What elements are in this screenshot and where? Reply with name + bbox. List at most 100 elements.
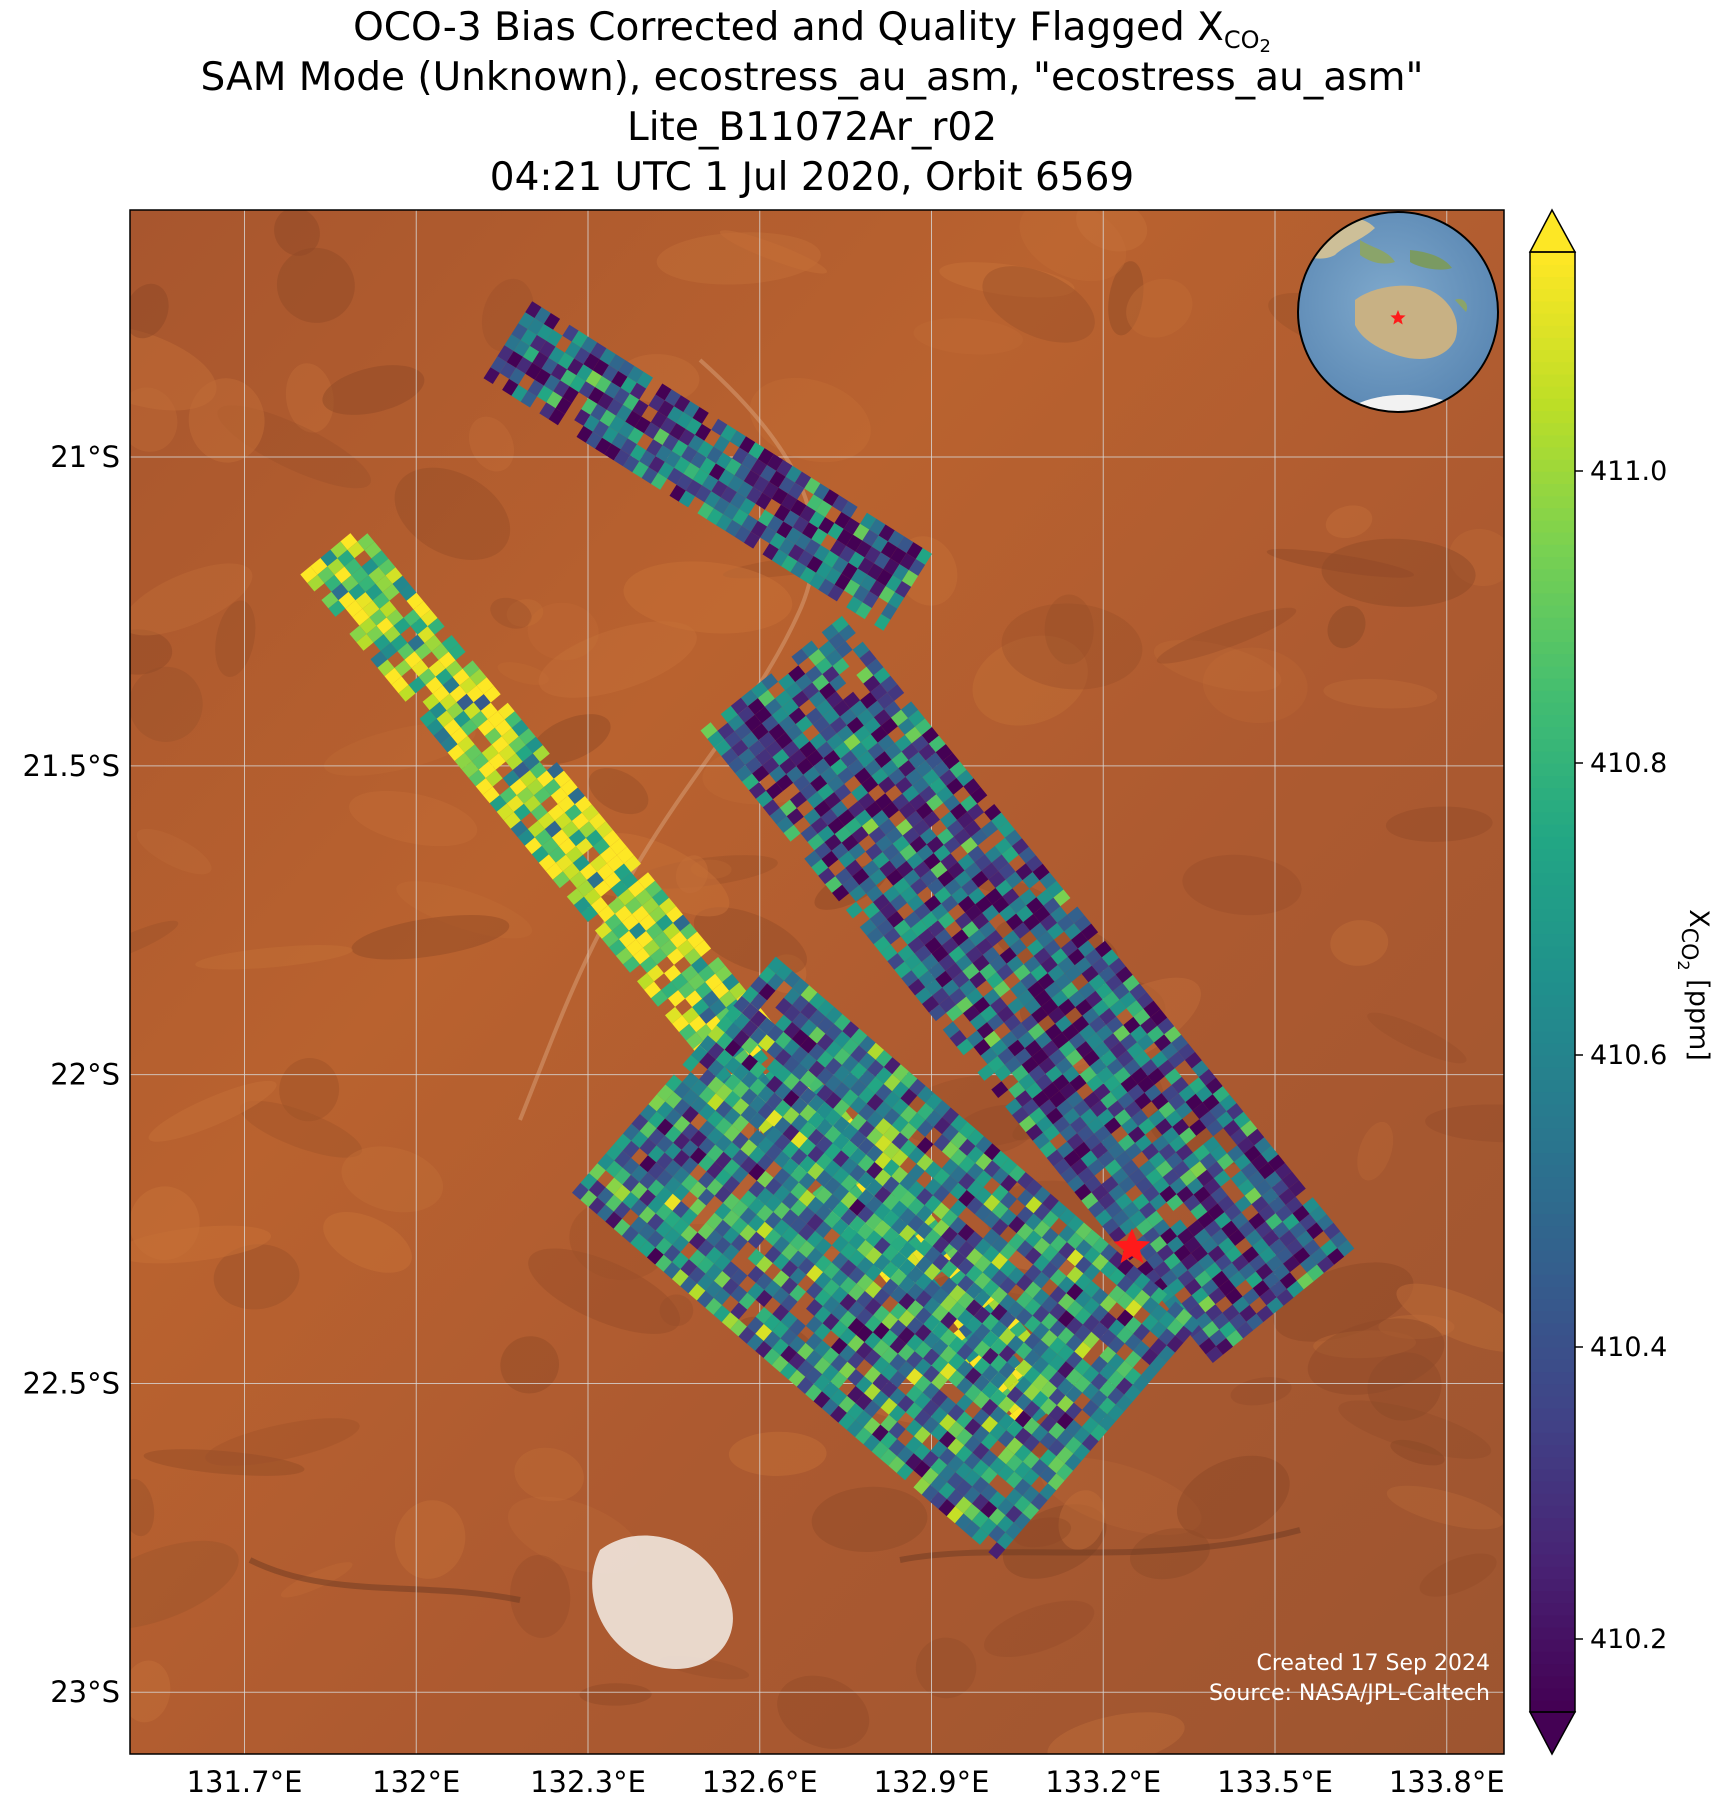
sounding-cell <box>1151 1093 1169 1110</box>
sounding-cell <box>875 835 893 852</box>
sounding-cell <box>984 846 1002 863</box>
sounding-cell <box>680 1225 698 1243</box>
sounding-cell <box>355 592 373 609</box>
sounding-cell <box>614 905 632 923</box>
sounding-cell <box>1330 1231 1348 1249</box>
sounding-cell <box>1217 1195 1235 1213</box>
sounding-cell <box>813 1374 831 1392</box>
sounding-cell <box>1193 1186 1211 1204</box>
sounding-cell <box>873 1237 891 1255</box>
sounding-cell <box>1268 1196 1286 1214</box>
sounding-cell <box>799 1138 816 1156</box>
sounding-cell <box>786 766 804 783</box>
colorbar-segment <box>1530 1274 1575 1287</box>
sounding-cell <box>682 1089 699 1106</box>
sounding-cell <box>646 1247 664 1265</box>
sounding-cell <box>965 946 983 964</box>
sounding-cell <box>974 1204 992 1222</box>
sounding-cell <box>883 885 901 903</box>
sounding-cell <box>1019 1115 1036 1133</box>
sounding-cell <box>800 783 818 800</box>
sounding-cell <box>649 906 666 923</box>
sounding-cell <box>832 1150 850 1168</box>
colorbar-segment <box>1530 1590 1575 1604</box>
sounding-cell <box>595 437 612 455</box>
sounding-cell <box>1254 1137 1272 1155</box>
sounding-cell <box>999 947 1017 964</box>
colorbar-segment <box>1530 276 1575 290</box>
sounding-cell <box>692 998 710 1016</box>
sounding-cell <box>1198 1295 1216 1313</box>
sounding-cell <box>574 796 592 813</box>
sounding-cell <box>813 483 830 501</box>
sounding-cell <box>1023 1383 1041 1401</box>
sounding-cell <box>1039 1466 1057 1484</box>
sounding-cell <box>594 922 612 939</box>
sounding-cell <box>995 879 1013 897</box>
sounding-cell <box>950 803 968 820</box>
sounding-cell <box>727 714 745 732</box>
sounding-cell <box>899 802 916 819</box>
sounding-cell <box>709 463 726 481</box>
sounding-cell <box>782 740 800 758</box>
sounding-cell <box>899 553 916 570</box>
sounding-cell <box>613 449 630 467</box>
sounding-cell <box>874 1152 892 1170</box>
sounding-cell <box>1323 1222 1341 1240</box>
sounding-cell <box>713 1305 731 1323</box>
sounding-cell <box>891 1115 909 1133</box>
sounding-cell <box>672 1218 690 1236</box>
sounding-cell <box>1042 1193 1059 1211</box>
sounding-cell <box>878 776 896 794</box>
sounding-cell <box>955 912 972 930</box>
sounding-cell <box>1175 1308 1193 1326</box>
sounding-cell <box>625 410 642 428</box>
colorbar-segment <box>1530 1359 1575 1373</box>
sounding-cell <box>897 536 914 554</box>
sounding-cell <box>622 1192 640 1209</box>
sounding-cell <box>982 1262 1000 1280</box>
sounding-cell <box>1066 1091 1084 1108</box>
sounding-cell <box>741 731 759 749</box>
sounding-cell <box>1197 1253 1215 1271</box>
sounding-cell <box>578 821 596 838</box>
sounding-cell <box>706 1015 724 1033</box>
colorbar-segment <box>1530 1286 1575 1300</box>
sounding-cell <box>572 854 590 872</box>
sounding-cell <box>1306 1264 1324 1282</box>
sounding-cell <box>740 1105 758 1123</box>
sounding-cell <box>908 1112 926 1130</box>
sounding-cell <box>880 1431 898 1449</box>
sounding-cell <box>799 1104 817 1122</box>
sounding-cell <box>671 1269 689 1287</box>
sounding-cell <box>806 1230 824 1248</box>
sounding-cell <box>706 1212 723 1230</box>
colorbar-segment <box>1530 531 1575 545</box>
sounding-cell <box>1041 1261 1059 1279</box>
sounding-cell <box>705 1263 723 1281</box>
sounding-cell <box>475 778 493 795</box>
sounding-cell <box>792 1012 809 1030</box>
sounding-cell <box>944 878 962 896</box>
sounding-cell <box>991 1235 1009 1253</box>
sounding-cell <box>356 634 374 651</box>
sounding-cell <box>1157 1059 1175 1077</box>
colorbar-segment <box>1530 763 1575 776</box>
sounding-cell <box>1133 1289 1151 1307</box>
sounding-cell <box>767 515 784 533</box>
sounding-cell <box>865 1196 883 1214</box>
sounding-cell <box>866 1145 884 1162</box>
sounding-cell <box>804 850 822 868</box>
sounding-cell <box>705 1280 723 1298</box>
sounding-cell <box>958 1138 976 1156</box>
sounding-cell <box>778 715 796 733</box>
sounding-cell <box>1133 1272 1151 1290</box>
sounding-cell <box>930 1406 948 1424</box>
sounding-cell <box>1210 1144 1227 1162</box>
sounding-cell <box>932 1236 950 1254</box>
sounding-cell <box>1056 1099 1074 1117</box>
sounding-cell <box>883 1142 900 1160</box>
sounding-cell <box>756 1187 774 1205</box>
sounding-cell <box>887 953 905 970</box>
